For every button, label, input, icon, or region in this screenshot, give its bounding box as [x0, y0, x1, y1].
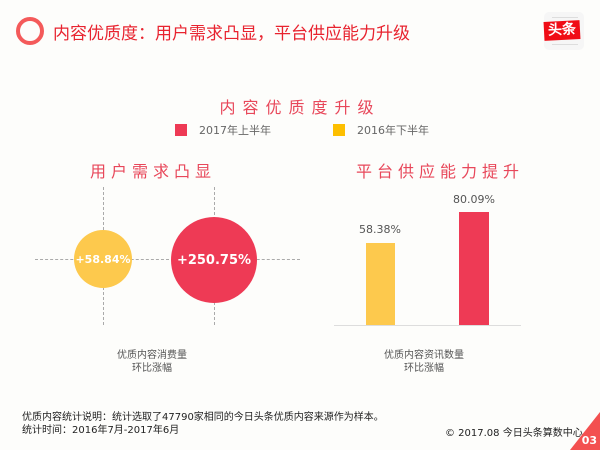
legend-item-2016h2: 2016年下半年 [333, 122, 429, 138]
page-number: 03 [581, 434, 597, 447]
title-ring-icon [16, 17, 44, 45]
copyright: © 2017.08 今日头条算数中心 [445, 428, 583, 439]
legend-label: 2017年上半年 [199, 124, 271, 137]
caption-line: 环比涨幅 [404, 363, 444, 374]
footnote-line: 统计时间：2016年7月-2017年6月 [22, 425, 180, 436]
footnote: 优质内容统计说明：统计选取了47790家相同的今日头条优质内容来源作为样本。 统… [22, 411, 384, 437]
legend-swatch-red [175, 124, 187, 136]
bar-2017h1 [459, 212, 489, 325]
bubble-axis-horizontal [35, 259, 300, 260]
left-panel-title: 用户需求凸显 [90, 162, 217, 181]
chart-main-title: 内容优质度升级 [219, 98, 381, 117]
caption-line: 优质内容消费量 [117, 350, 187, 361]
bubble-2017h1: +250.75% [171, 217, 257, 303]
caption-line: 环比涨幅 [132, 363, 172, 374]
bubble-label: +58.84% [75, 252, 131, 266]
legend-swatch-yellow [333, 124, 345, 136]
footnote-line: 优质内容统计说明：统计选取了47790家相同的今日头条优质内容来源作为样本。 [22, 412, 384, 423]
right-panel-title: 平台供应能力提升 [356, 162, 525, 181]
page-corner-triangle [570, 412, 600, 450]
bubble-label: +250.75% [176, 252, 252, 268]
logo-stripe [552, 17, 578, 18]
legend-label: 2016年下半年 [357, 124, 429, 137]
bar-value-label: 58.38% [359, 223, 401, 236]
legend-item-2017h1: 2017年上半年 [175, 122, 271, 138]
logo-stripe [552, 44, 578, 45]
bar-value-label: 80.09% [453, 193, 495, 206]
logo-text: 头条 [543, 20, 581, 41]
left-panel-caption: 优质内容消费量 环比涨幅 [82, 349, 222, 375]
bubble-2016h2: +58.84% [74, 230, 132, 288]
caption-line: 优质内容资讯数量 [384, 350, 464, 361]
bar-x-axis [334, 325, 521, 326]
right-panel-caption: 优质内容资讯数量 环比涨幅 [354, 349, 494, 375]
page-title: 内容优质度：用户需求凸显，平台供应能力升级 [53, 24, 410, 44]
toutiao-logo: 头条 [543, 12, 584, 50]
bar-2016h2 [366, 243, 395, 325]
